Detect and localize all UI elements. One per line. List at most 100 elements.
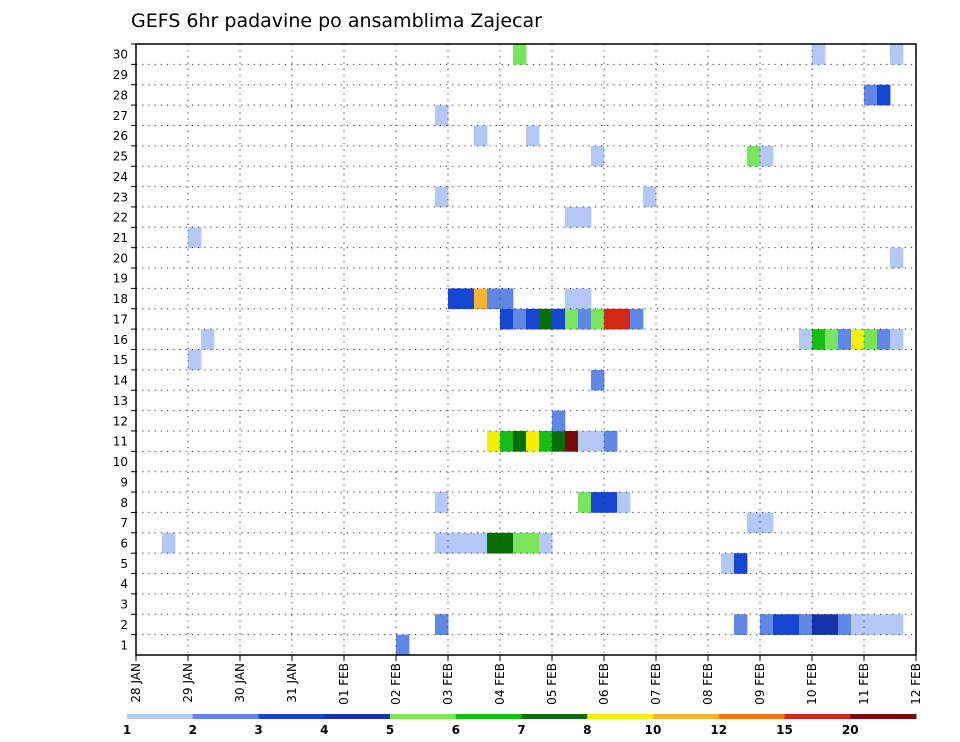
x-tick-label: 06 FEB [597,663,611,705]
heatmap-cell [760,512,774,534]
heatmap-cell [851,614,865,635]
y-tick-label: 10 [113,455,128,469]
x-axis: 28 JAN 29 JAN 30 JAN 31 JAN 01 FEB 02 FEB 03 F… [129,655,923,705]
heatmap-cell [162,532,176,554]
heatmap-cell [734,614,748,635]
heatmap-cell [513,532,527,554]
y-tick-label: 22 [113,211,128,225]
heatmap-cell [825,329,839,350]
colorbar-swatch [653,714,720,719]
colorbar-label: 20 [842,723,859,737]
colorbar-swatch [587,714,654,719]
y-tick-label: 7 [120,516,128,530]
heatmap-cell [578,492,592,513]
chart-title: GEFS 6hr padavine po ansamblima Zajecar [131,10,542,32]
x-tick-label: 31 JAN [285,663,299,703]
heatmap-cell [591,308,605,330]
heatmap-cell [890,247,904,269]
heatmap-cell [890,329,904,350]
heatmap-cell [617,492,631,513]
heatmap-cell [877,329,891,350]
colorbar-label: 3 [254,723,262,737]
y-tick-label: 28 [113,88,128,102]
heatmap-cell [188,349,202,371]
heatmap-cell [578,288,592,310]
colorbar-swatch [784,714,851,719]
y-tick-label: 5 [120,557,128,571]
heatmap-cell [604,430,618,452]
y-tick-label: 19 [113,272,128,286]
colorbar-swatch [521,714,588,719]
y-tick-label: 29 [113,68,128,82]
x-tick-label: 08 FEB [701,663,715,705]
heatmap-cell [565,308,579,330]
y-tick-label: 16 [113,333,128,347]
y-tick-label: 6 [120,536,128,550]
heatmap-cell [526,308,540,330]
heatmap-cell [890,614,904,635]
heatmap-cell [864,614,878,635]
heatmap-cell [435,614,449,635]
heatmap-cell [864,329,878,350]
heatmap-cell [188,227,202,248]
heatmap-cell [591,145,605,167]
heatmap-cell [721,553,735,574]
y-tick-label: 2 [120,618,128,632]
heatmap-cell [630,308,644,330]
heatmap-cell [474,125,488,147]
x-tick-label: 02 FEB [389,663,403,705]
y-tick-label: 18 [113,292,128,306]
heatmap-cell [513,44,527,65]
x-tick-label: 09 FEB [753,663,767,705]
heatmap-cell [890,44,904,65]
colorbar-label: 4 [320,723,328,737]
x-tick-label: 12 FEB [909,663,923,705]
x-tick-label: 30 JAN [233,663,247,703]
x-tick-label: 05 FEB [545,663,559,705]
colorbar-swatch [192,714,259,719]
heatmap-cell [435,105,449,126]
x-tick-label: 10 FEB [805,663,819,705]
colorbar-label: 6 [452,723,460,737]
colorbar-label: 1 [123,723,131,737]
heatmap-cell [500,308,514,330]
heatmap-cell [617,308,631,330]
heatmap-cell [461,288,475,310]
colorbar-label: 7 [517,723,525,737]
heatmap-cell [747,145,761,167]
y-tick-label: 1 [120,638,128,652]
x-tick-label: 03 FEB [441,663,455,705]
heatmap-cell [760,614,774,635]
heatmap-cell [825,614,839,635]
heatmap-cell [500,430,514,452]
heatmap-cell [591,430,605,452]
heatmap-cell [201,329,215,350]
heatmap-cell [565,206,579,228]
heatmap-cell [604,308,618,330]
heatmap-cell [760,145,774,167]
y-tick-label: 26 [113,129,128,143]
heatmap-cell [513,308,527,330]
heatmap-cell [513,430,527,452]
colorbar-label: 10 [645,723,662,737]
heatmap-cell [643,186,657,208]
heatmap-cell [786,614,800,635]
y-tick-label: 11 [113,435,128,449]
heatmap-cell [539,430,553,452]
y-tick-label: 15 [113,353,128,367]
heatmap-cell [734,553,748,574]
heatmap-cell [552,308,566,330]
heatmap-cells [162,44,904,656]
heatmap-cell [604,492,618,513]
heatmap-cell [747,512,761,534]
heatmap-cell [578,308,592,330]
colorbar-swatch [127,714,194,719]
x-tick-label: 29 JAN [181,663,195,703]
heatmap-cell [578,206,592,228]
heatmap-cell [435,532,449,554]
heatmap-cell [435,186,449,208]
y-tick-label: 30 [113,48,128,62]
colorbar-swatch [324,714,391,719]
x-tick-label: 11 FEB [857,663,871,705]
